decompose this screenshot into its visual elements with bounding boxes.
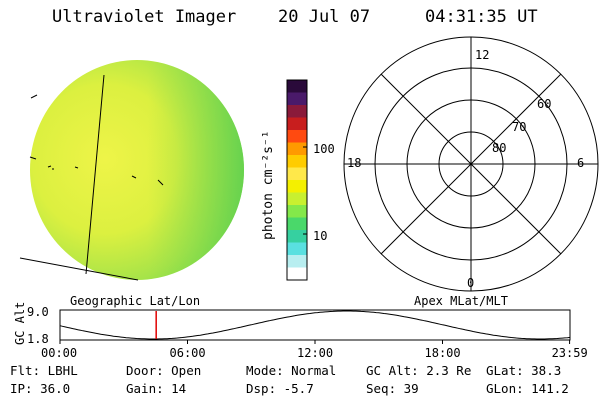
info-glon: GLon: 141.2 bbox=[486, 381, 569, 396]
colorbar-segment bbox=[287, 180, 307, 193]
coast-fragment bbox=[30, 94, 38, 99]
colorbar-segment bbox=[287, 167, 307, 181]
earth-dayside-shade bbox=[30, 60, 244, 280]
polar-diagonal-axis bbox=[380, 73, 562, 255]
geo-parallel-line bbox=[19, 257, 139, 281]
colorbar-segment bbox=[287, 255, 307, 268]
mlt-label-0: 0 bbox=[467, 276, 475, 290]
colorbar-tick-label-100: 100 bbox=[313, 142, 335, 156]
image-date: 20 Jul 07 bbox=[278, 7, 371, 27]
colorbar-frame bbox=[286, 79, 308, 281]
colorbar-segment bbox=[287, 130, 307, 143]
altitude-ylabel: GC Alt bbox=[13, 301, 27, 345]
instrument-title: Ultraviolet Imager bbox=[52, 7, 237, 27]
earth-uv-image bbox=[19, 60, 244, 281]
colorbar-segment bbox=[287, 105, 307, 118]
colorbar-segment bbox=[287, 230, 307, 243]
coast-fragment bbox=[131, 175, 137, 179]
colorbar-segment bbox=[287, 80, 307, 93]
info-ip: IP: 36.0 bbox=[10, 381, 71, 396]
polar-plot bbox=[343, 36, 599, 292]
coast-fragment bbox=[29, 156, 37, 160]
altitude-curve bbox=[59, 310, 571, 340]
colorbar-segment bbox=[287, 117, 307, 131]
info-mode: Mode: Normal bbox=[246, 363, 337, 378]
colorbar bbox=[287, 80, 307, 281]
altitude-x-tick-label: 18:00 bbox=[424, 346, 461, 360]
image-time: 04:31:35 UT bbox=[425, 7, 538, 27]
coast-fragment bbox=[157, 179, 164, 186]
colorbar-tick-label-10: 10 bbox=[313, 229, 328, 243]
colorbar-segment bbox=[287, 242, 307, 256]
info-seq: Seq: 39 bbox=[366, 381, 419, 396]
mlat-label-80: 80 bbox=[492, 141, 507, 155]
altitude-x-tick-label: 00:00 bbox=[41, 346, 78, 360]
colorbar-unit-label: photon cm⁻²s⁻¹ bbox=[261, 130, 276, 240]
altitude-x-tick-label: 23:59 bbox=[551, 346, 588, 360]
altitude-plot bbox=[59, 309, 571, 344]
info-door: Door: Open bbox=[126, 363, 202, 378]
colorbar-segment bbox=[287, 192, 307, 206]
info-filter: Flt: LBHL bbox=[10, 363, 78, 378]
geo-meridian-line bbox=[85, 74, 105, 275]
coast-fragment bbox=[47, 165, 54, 170]
mlt-label-6: 6 bbox=[577, 156, 585, 170]
altitude-x-tick-label: 12:00 bbox=[297, 346, 334, 360]
colorbar-segment bbox=[287, 205, 307, 218]
mlat-label-70: 70 bbox=[512, 120, 527, 134]
altitude-ytick-top: 9.0 bbox=[27, 305, 49, 319]
colorbar-segment bbox=[287, 142, 307, 156]
mlat-label-60: 60 bbox=[537, 97, 552, 111]
colorbar-segment bbox=[287, 217, 307, 231]
info-gain: Gain: 14 bbox=[126, 381, 187, 396]
mlt-label-12: 12 bbox=[475, 48, 490, 62]
altitude-ytick-bottom: 1.8 bbox=[27, 332, 49, 346]
info-gc-alt: GC Alt: 2.3 Re bbox=[366, 363, 472, 378]
apex-grid-label: Apex MLat/MLT bbox=[414, 294, 508, 308]
colorbar-segment bbox=[287, 155, 307, 168]
coast-fragment bbox=[74, 166, 79, 169]
altitude-x-ticks bbox=[59, 340, 571, 344]
geographic-grid-label: Geographic Lat/Lon bbox=[70, 294, 201, 308]
altitude-x-tick-label: 06:00 bbox=[169, 346, 206, 360]
info-dsp: Dsp: -5.7 bbox=[246, 381, 314, 396]
colorbar-segment bbox=[287, 267, 307, 281]
mlt-label-18: 18 bbox=[347, 156, 362, 170]
colorbar-segment bbox=[287, 92, 307, 106]
info-glat: GLat: 38.3 bbox=[486, 363, 562, 378]
